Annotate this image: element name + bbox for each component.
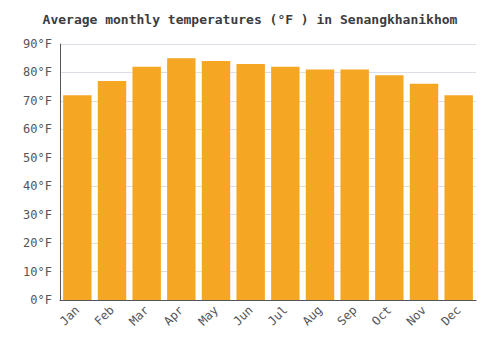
svg-text:Oct: Oct: [369, 303, 394, 328]
svg-text:Jun: Jun: [230, 303, 255, 328]
svg-text:90°F: 90°F: [23, 37, 52, 51]
svg-text:Feb: Feb: [92, 303, 117, 328]
svg-text:Dec: Dec: [438, 303, 463, 328]
svg-text:Mar: Mar: [126, 303, 151, 328]
svg-text:10°F: 10°F: [23, 265, 52, 279]
svg-text:30°F: 30°F: [23, 208, 52, 222]
svg-text:Jul: Jul: [265, 303, 290, 328]
svg-text:40°F: 40°F: [23, 179, 52, 193]
svg-text:80°F: 80°F: [23, 65, 52, 79]
svg-text:20°F: 20°F: [23, 236, 52, 250]
svg-text:Nov: Nov: [404, 303, 429, 328]
svg-text:Average monthly temperatures (: Average monthly temperatures (°F ) in Se…: [43, 12, 458, 27]
svg-text:Apr: Apr: [161, 303, 186, 328]
svg-text:Aug: Aug: [300, 303, 325, 328]
svg-text:Jan: Jan: [57, 303, 82, 328]
svg-text:70°F: 70°F: [23, 94, 52, 108]
svg-text:Sep: Sep: [334, 303, 359, 328]
svg-text:60°F: 60°F: [23, 122, 52, 136]
svg-text:50°F: 50°F: [23, 151, 52, 165]
svg-text:May: May: [196, 303, 221, 328]
svg-text:0°F: 0°F: [30, 293, 52, 307]
